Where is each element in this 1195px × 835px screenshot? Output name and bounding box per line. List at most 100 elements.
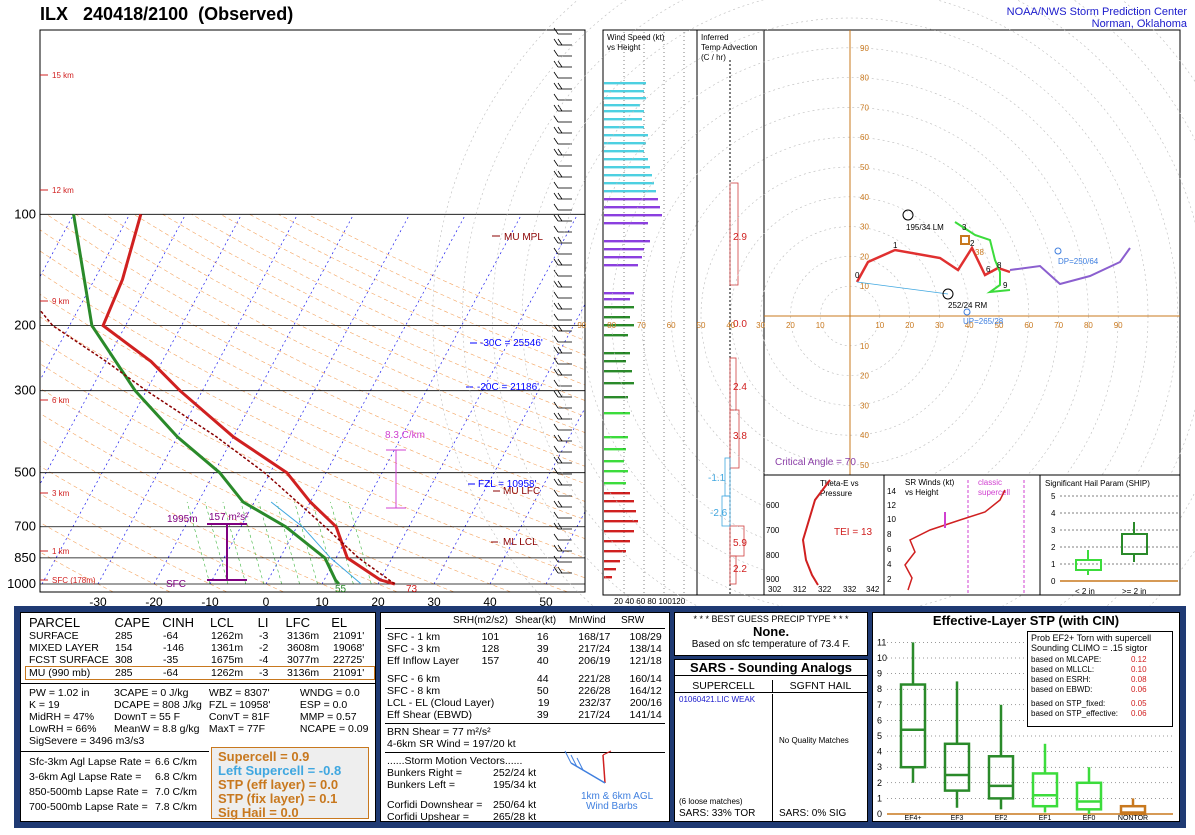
stp-box bbox=[1075, 767, 1103, 814]
index-cell: DCAPE = 808 J/kg bbox=[114, 699, 202, 711]
wind-speed-axis: 20 40 60 80 100120 bbox=[614, 597, 686, 606]
index-cell: WNDG = 0.0 bbox=[299, 687, 360, 699]
wind-speed-bar bbox=[604, 500, 634, 503]
wind-barb-flag bbox=[553, 500, 559, 508]
wetbulb-trace bbox=[270, 501, 362, 585]
temp-tick: 0 bbox=[263, 595, 270, 606]
kin-cell: 39 bbox=[536, 643, 549, 655]
parcel-cell: SURFACE bbox=[29, 630, 79, 642]
sfc-dewpoint: 55 bbox=[335, 584, 347, 595]
svg-text:600: 600 bbox=[766, 501, 780, 510]
parcel-cell: 285 bbox=[115, 667, 133, 679]
wind-speed-bar bbox=[604, 540, 630, 543]
stp-box bbox=[987, 704, 1015, 810]
wind-barb-flag bbox=[553, 203, 559, 211]
sars-title: SARS - Sounding Analogs bbox=[675, 660, 867, 676]
hodo-ring-label: 60 bbox=[1024, 321, 1033, 330]
storm-motion-row: Bunkers Left = 195/34 kt bbox=[387, 779, 537, 791]
kin-row: SFC - 6 km 44 221/28 160/14 bbox=[387, 673, 669, 685]
composite-box: Supercell = 0.9 Left Supercell = -0.8 STP … bbox=[211, 747, 369, 820]
kin-header: SRH(m2/s2) Shear(kt) MnWind SRW bbox=[453, 615, 645, 626]
storm-box-marker bbox=[960, 235, 970, 245]
kin-cell: SFC - 6 km bbox=[387, 673, 441, 685]
dry-adiabat bbox=[40, 465, 284, 592]
dry-adiabat bbox=[40, 271, 585, 539]
kin-cell: 50 bbox=[536, 685, 549, 697]
kin-cell: 39 bbox=[536, 709, 549, 721]
wind-barb-flag bbox=[553, 137, 559, 145]
kin-cell: 226/28 bbox=[578, 685, 611, 697]
precip-value: None. bbox=[752, 624, 790, 639]
wind-speed-bar bbox=[604, 568, 616, 571]
kin-cell: 164/12 bbox=[629, 685, 662, 697]
fzl-label: FZL = 10958' bbox=[478, 479, 537, 490]
wind-barb-flag bbox=[553, 49, 559, 57]
precip-box: * * * BEST GUESS PRECIP TYPE * * * None.… bbox=[674, 612, 868, 656]
wind-barb-flag bbox=[557, 148, 563, 156]
ship-panel bbox=[1039, 474, 1181, 596]
credit-line-2: Norman, Oklahoma bbox=[1091, 18, 1187, 30]
stp-y-tick: 4 bbox=[877, 747, 882, 757]
hodo-ring-label: 20 bbox=[860, 372, 869, 381]
wind-barb-flag bbox=[553, 335, 559, 343]
dry-adiabat bbox=[162, 214, 585, 417]
dry-adiabat bbox=[40, 293, 585, 559]
wind-speed-bar bbox=[604, 150, 644, 153]
wind-barb-flag bbox=[557, 82, 563, 90]
kin-cell: 168/17 bbox=[578, 631, 611, 643]
wind-speed-bar bbox=[604, 166, 650, 169]
kin-cell: Eff Shear (EBWD) bbox=[387, 709, 472, 721]
kin-cell bbox=[482, 673, 537, 685]
sr-wind-4-6: 4-6km SR Wind = 197/20 kt bbox=[387, 738, 516, 750]
kin-cell: 160/14 bbox=[629, 673, 662, 685]
parcel-cell: -3 bbox=[259, 667, 269, 679]
critical-angle: Critical Angle = 70 bbox=[775, 457, 856, 468]
lapse-row: Sfc-3km Agl Lapse Rate = 6.6 C/km bbox=[29, 755, 209, 770]
kin-cell: 200/16 bbox=[629, 697, 662, 709]
kin-cell: 141/14 bbox=[629, 709, 662, 721]
wind-speed-bar bbox=[604, 182, 654, 185]
wind-speed-bar bbox=[604, 520, 638, 523]
mu-mpl-label: MU MPL bbox=[504, 232, 543, 243]
svg-text:>= 2 in: >= 2 in bbox=[1122, 587, 1146, 596]
sars-loose: (6 loose matches) bbox=[679, 797, 743, 806]
kin-cell: 221/28 bbox=[578, 673, 611, 685]
dry-adiabat bbox=[40, 522, 170, 592]
stp-iqr bbox=[899, 683, 927, 769]
parcel-cell: 3608m bbox=[287, 642, 320, 654]
height-label: 6 km bbox=[52, 396, 70, 405]
theta-e-trace bbox=[801, 479, 831, 586]
stp-x-label: NONTOR bbox=[1118, 815, 1148, 821]
temp-adv-title2: Temp Advection bbox=[701, 43, 757, 52]
parcel-cell: 285 bbox=[115, 630, 133, 642]
temp-tick: 10 bbox=[315, 595, 329, 606]
prob-row: based on STP_effective: 0.06 bbox=[1031, 709, 1147, 718]
hodo-km-mark: 6 bbox=[986, 265, 991, 274]
parcel-cell: 1675m bbox=[211, 654, 244, 666]
rm-label: 252/24 RM bbox=[948, 301, 987, 310]
up-marker bbox=[963, 308, 971, 316]
wind-speed-bar bbox=[604, 382, 634, 385]
stp-y-tick: 9 bbox=[877, 669, 882, 679]
wind-barb-flag bbox=[553, 280, 559, 288]
kin-cell: 101 bbox=[481, 631, 500, 643]
dry-adiabat bbox=[249, 214, 585, 371]
svg-text:4: 4 bbox=[887, 560, 892, 569]
sr-winds-subtitle: vs Height bbox=[905, 488, 939, 497]
hodo-ring-label: 50 bbox=[860, 163, 869, 172]
hodo-ring-label: 30 bbox=[935, 321, 944, 330]
wind-speed-bar bbox=[604, 360, 626, 363]
right-mover-marker bbox=[942, 288, 954, 300]
index-cell: 3CAPE = 0 J/kg bbox=[114, 687, 189, 699]
kin-cell: SFC - 3 km bbox=[387, 643, 441, 655]
wind-speed-bar bbox=[604, 576, 612, 579]
svg-text:4: 4 bbox=[1051, 509, 1056, 518]
index-cell: MidRH = 47% bbox=[29, 711, 95, 723]
temperature-trace bbox=[101, 213, 396, 586]
hodo-km-mark: 2 bbox=[970, 239, 975, 248]
temp-tick: 20 bbox=[371, 595, 385, 606]
kin-row: SFC - 3 km 128 39 217/24 138/14 bbox=[387, 643, 669, 655]
supercell-label: supercell bbox=[978, 488, 1010, 497]
temp-tick: 40 bbox=[483, 595, 497, 606]
wind-barb-flag bbox=[553, 544, 559, 552]
